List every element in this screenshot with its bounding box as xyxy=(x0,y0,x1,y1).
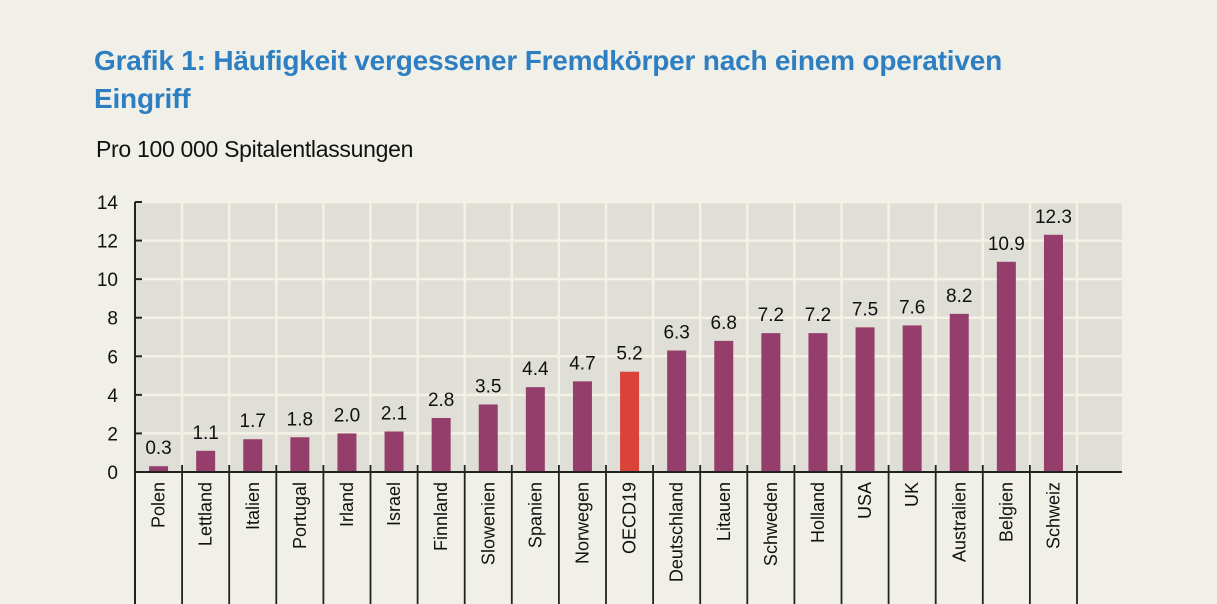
x-tick-label: Spanien xyxy=(525,482,545,548)
data-label: 7.2 xyxy=(758,305,784,326)
data-label: 8.2 xyxy=(946,286,972,307)
data-label: 6.3 xyxy=(663,323,689,344)
y-tick-label: 6 xyxy=(107,347,118,368)
x-tick-label: Belgien xyxy=(996,482,1016,542)
y-tick-label: 0 xyxy=(107,463,118,484)
bar xyxy=(337,433,357,472)
y-tick-label: 8 xyxy=(107,309,118,330)
bar xyxy=(478,404,498,472)
bar xyxy=(525,387,545,472)
x-tick-label: Australien xyxy=(949,482,969,562)
data-label: 7.2 xyxy=(805,305,831,326)
bar xyxy=(714,340,734,472)
x-tick-label: Slowenien xyxy=(478,482,498,565)
x-tick-label: Polen xyxy=(149,482,169,528)
x-tick-label: Lettland xyxy=(196,482,216,546)
x-tick-label: UK xyxy=(902,482,922,507)
x-tick-label: Irland xyxy=(337,482,357,527)
chart-subtitle: Pro 100 000 Spitalentlassungen xyxy=(96,136,414,162)
bar xyxy=(667,350,687,472)
bar xyxy=(996,261,1016,472)
data-label: 10.9 xyxy=(988,234,1025,255)
x-tick-label: Holland xyxy=(808,482,828,543)
bar xyxy=(384,431,404,472)
y-tick-label: 14 xyxy=(97,193,119,214)
bar xyxy=(1043,234,1063,472)
data-label: 6.8 xyxy=(711,313,737,334)
x-tick-label: Italien xyxy=(243,482,263,530)
bar xyxy=(761,333,781,472)
data-label: 4.7 xyxy=(569,353,595,374)
data-label: 0.3 xyxy=(145,438,171,459)
bar xyxy=(902,325,922,472)
bar xyxy=(572,381,592,472)
data-label: 2.8 xyxy=(428,390,454,411)
x-tick-label: Schweiz xyxy=(1043,482,1063,549)
data-label: 3.5 xyxy=(475,377,501,398)
data-label: 5.2 xyxy=(616,344,642,365)
bar xyxy=(855,327,875,472)
bar xyxy=(431,418,451,472)
data-label: 7.6 xyxy=(899,297,925,318)
data-label: 7.5 xyxy=(852,299,878,320)
data-label: 1.8 xyxy=(287,409,313,430)
x-tick-label: Deutschland xyxy=(667,482,687,582)
x-tick-label: Finnland xyxy=(431,482,451,551)
bar xyxy=(808,333,828,472)
x-tick-label: OECD19 xyxy=(620,482,640,554)
x-tick-label: Portugal xyxy=(290,482,310,549)
data-label: 12.3 xyxy=(1035,207,1072,228)
bar xyxy=(149,466,169,472)
x-tick-label: Israel xyxy=(384,482,404,526)
chart-title: Grafik 1: Häufigkeit vergessener Fremdkö… xyxy=(94,45,1003,114)
data-label: 1.1 xyxy=(192,423,218,444)
y-tick-label: 12 xyxy=(97,232,118,253)
x-tick-label: Norwegen xyxy=(572,482,592,564)
y-tick-label: 4 xyxy=(107,386,118,407)
bar xyxy=(243,439,263,472)
y-tick-label: 10 xyxy=(97,270,118,291)
x-tick-label: Litauen xyxy=(714,482,734,541)
bar xyxy=(949,313,969,472)
x-tick-label: USA xyxy=(855,482,875,519)
data-label: 2.0 xyxy=(334,405,360,426)
y-tick-label: 2 xyxy=(107,424,118,445)
bar-highlight xyxy=(620,371,640,472)
bar xyxy=(290,437,310,472)
bar xyxy=(196,450,216,472)
data-label: 4.4 xyxy=(522,359,549,380)
data-label: 1.7 xyxy=(240,411,266,432)
data-label: 2.1 xyxy=(381,404,407,425)
x-tick-label: Schweden xyxy=(761,482,781,566)
